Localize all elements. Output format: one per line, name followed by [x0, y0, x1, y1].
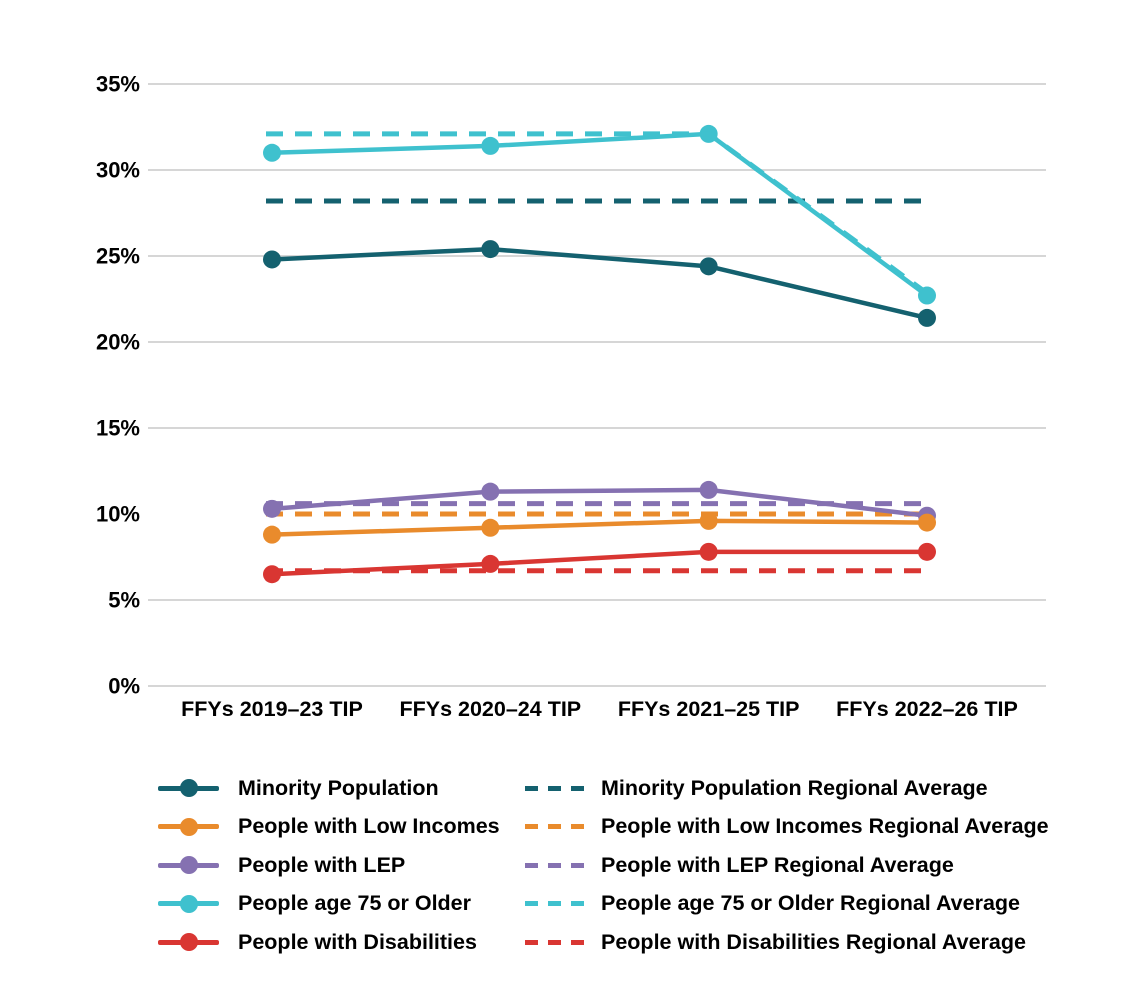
data-point	[918, 308, 936, 327]
legend-label: People with Low Incomes	[238, 814, 500, 838]
legend-item-people-with-low-incomes: People with Low Incomes	[158, 808, 500, 847]
series-people-with-disabilities	[263, 542, 936, 584]
legend-label: People with Disabilities Regional Averag…	[601, 929, 1026, 954]
data-point	[263, 499, 281, 518]
data-point	[481, 554, 500, 573]
tip-equity-trends-line-chart: 0% 5% 10% 15% 20% 25% 30% 35% FFYs 2019–23 TIP FF…	[96, 72, 1046, 721]
legend-solid-line-marker-icon	[158, 933, 219, 952]
x-tick-label: FFYs 2021–25 TIP	[618, 697, 800, 721]
data-point	[481, 482, 500, 501]
y-tick-label: 20%	[96, 330, 140, 355]
data-point	[918, 513, 936, 532]
legend-label: Minority Population	[238, 775, 439, 800]
legend-dot-icon	[179, 933, 198, 952]
legend-solid-line-marker-icon	[158, 817, 219, 836]
legend-item-people-with-lep-regional-average: People with LEP Regional Average	[525, 846, 1049, 885]
legend-item-people-with-lep: People with LEP	[158, 846, 500, 885]
legend-dot-icon	[179, 817, 198, 836]
y-tick-label: 25%	[96, 244, 140, 269]
legend-dashed-line-icon	[525, 901, 584, 907]
data-point	[699, 480, 718, 499]
legend-dashed-line-icon	[525, 939, 584, 945]
legend-item-minority-population: Minority Population	[158, 769, 500, 808]
legend-dashed-line-icon	[525, 862, 584, 868]
legend-label: People with LEP	[238, 852, 406, 877]
legend-item-people-age-75-or-older: People age 75 or Older	[158, 885, 500, 924]
data-point	[263, 250, 281, 269]
y-tick-label: 10%	[96, 502, 140, 527]
data-point	[699, 257, 718, 276]
legend-dot-icon	[179, 856, 198, 875]
legend-column-regional-averages: Minority Population Regional Average Peop…	[525, 769, 1049, 962]
legend-item-people-with-disabilities-regional-average: People with Disabilities Regional Averag…	[525, 923, 1049, 962]
data-point	[481, 136, 500, 155]
legend-solid-line-marker-icon	[158, 894, 219, 913]
legend-label: People with Disabilities	[238, 929, 477, 954]
data-point	[263, 525, 281, 544]
data-point	[481, 240, 500, 259]
data-point	[699, 511, 718, 530]
legend-label: People age 75 or Older	[238, 891, 472, 915]
legend-dot-icon	[179, 894, 198, 913]
legend-item-people-with-disabilities: People with Disabilities	[158, 923, 500, 962]
data-point	[918, 542, 936, 561]
legend-solid-line-marker-icon	[158, 779, 219, 798]
legend-dashed-line-icon	[525, 785, 584, 791]
legend-dashed-line-icon	[525, 824, 584, 830]
legend-item-minority-population-regional-average: Minority Population Regional Average	[525, 769, 1049, 808]
data-point	[263, 565, 281, 584]
legend-dot-icon	[179, 779, 198, 798]
x-tick-label: FFYs 2022–26 TIP	[836, 697, 1018, 721]
legend-label: People with LEP Regional Average	[601, 852, 954, 877]
series-people-with-lep	[263, 480, 936, 525]
legend-label: Minority Population Regional Average	[601, 775, 988, 800]
data-point	[481, 518, 500, 537]
legend-item-people-with-low-incomes-regional-average: People with Low Incomes Regional Average	[525, 808, 1049, 847]
y-tick-label: 30%	[96, 158, 140, 183]
data-point	[263, 143, 281, 162]
legend-label: People age 75 or Older Regional Average	[601, 891, 1020, 915]
legend-column-series: Minority Population People with Low Incom…	[158, 769, 500, 962]
y-tick-label: 15%	[96, 416, 140, 441]
data-point	[699, 542, 718, 561]
series-minority-population	[263, 240, 936, 327]
series-people-age-75-or-older	[263, 124, 936, 305]
series-people-with-low-incomes	[263, 511, 936, 544]
series-people-age-75-or-older-regional-average	[266, 131, 925, 293]
legend-label: People with Low Incomes Regional Average	[601, 814, 1049, 838]
x-tick-label: FFYs 2019–23 TIP	[181, 697, 363, 721]
legend-item-people-age-75-or-older-regional-average: People age 75 or Older Regional Average	[525, 885, 1049, 924]
x-tick-label: FFYs 2020–24 TIP	[399, 697, 581, 721]
y-tick-label: 0%	[108, 674, 140, 699]
legend-solid-line-marker-icon	[158, 856, 219, 875]
y-tick-label: 5%	[108, 588, 140, 613]
y-tick-label: 35%	[96, 72, 140, 97]
